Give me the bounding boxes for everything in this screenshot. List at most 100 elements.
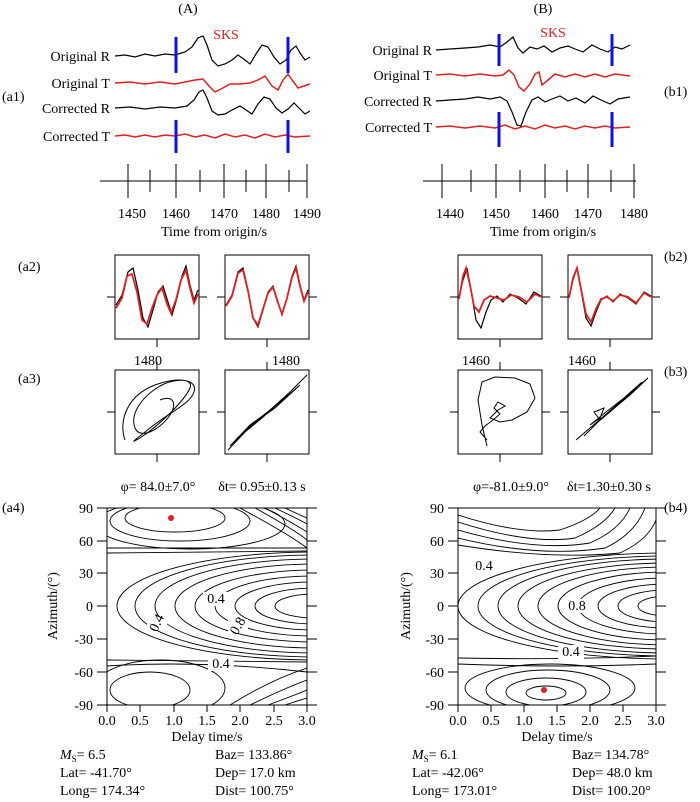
y-tick-label: -30 (425, 633, 444, 648)
lat-value: Lat= -42.06° (412, 766, 484, 781)
trace-label-original-t: Original T (52, 77, 111, 92)
particle-motion-original (122, 379, 195, 442)
x-axis-title: Delay time/s (171, 730, 242, 745)
trace-label-original-r: Original R (51, 50, 111, 65)
baz-value: Baz= 134.78° (572, 748, 649, 763)
ms-subscript: S (72, 754, 77, 764)
best-fit-point (168, 515, 174, 521)
y-tick-label: 30 (430, 567, 444, 582)
ms-symbol: M (59, 748, 73, 763)
svg-text:MS= 6.5: MS= 6.5 (59, 748, 106, 764)
y-axis-title: Azimuth/(°) (46, 572, 61, 640)
y-tick-label: -60 (425, 666, 444, 681)
time-tick-label: 1490 (293, 207, 321, 222)
fit-trace-red-a (115, 267, 199, 326)
contour-label: 0.8 (568, 599, 586, 614)
time-axis-title: Time from origin/s (490, 225, 596, 240)
contour-label-bg (147, 616, 167, 630)
trace-corrected-r-b (435, 95, 631, 127)
time-tick-label: 1440 (436, 207, 464, 222)
x-tick-label: 1.5 (198, 714, 216, 729)
x-tick-label: 1.0 (165, 714, 183, 729)
y-tick-label: 0 (86, 600, 93, 615)
dist-value: Dist= 100.20° (572, 784, 651, 799)
y-axis-title: Azimuth/(°) (399, 572, 414, 640)
trace-label-original-t: Original T (374, 69, 433, 84)
y-tick-label: -90 (425, 699, 444, 714)
waveform-fit-box-before-b (457, 254, 543, 340)
panel-b2-label: (b2) (664, 250, 688, 265)
panel-b1-label: (b1) (664, 85, 688, 100)
dep-value: Dep= 48.0 km (572, 766, 653, 781)
time-tick-label: 1450 (482, 207, 510, 222)
panel-b-heading: (B) (534, 2, 553, 17)
trace-label-corrected-t: Corrected T (365, 121, 432, 136)
svg-text:MS= 6.1: MS= 6.1 (411, 748, 458, 764)
time-tick-label: 1450 (118, 207, 146, 222)
panel-b3-label: (b3) (664, 365, 688, 380)
x-tick-label: 3.0 (647, 714, 665, 729)
pm-tick-label: 1460 (462, 354, 490, 369)
x-tick-label: 1.5 (548, 714, 566, 729)
ms-value: = 6.5 (77, 748, 106, 763)
contour-label: 0.4 (207, 592, 225, 607)
time-tick-label: 1460 (162, 207, 190, 222)
best-fit-point-b (541, 687, 547, 693)
x-tick-label: 0.0 (98, 714, 116, 729)
contour-grid-frame-b (457, 507, 657, 706)
x-tick-label: 2.0 (231, 714, 249, 729)
time-tick-label: 1470 (210, 207, 238, 222)
y-tick-label: 30 (79, 567, 93, 582)
pm-tick-label: 1480 (134, 354, 162, 369)
contour-label-bg (558, 645, 584, 659)
dist-value: Dist= 100.75° (215, 784, 294, 799)
particle-motion-corrected (227, 374, 308, 451)
time-tick-label: 1480 (620, 207, 648, 222)
fit-box-ticks (107, 296, 317, 347)
delay-value: δt= 0.95±0.13 s (218, 480, 306, 495)
baz-value: Baz= 133.86° (215, 748, 292, 763)
event-info-a: MS= 6.5 Baz= 133.86° Lat= -41.70° Dep= 1… (59, 748, 296, 799)
ms-subscript: S (424, 754, 429, 764)
panel-a1-label: (a1) (2, 90, 25, 105)
trace-label-corrected-r: Corrected R (42, 102, 111, 117)
y-tick-label: -60 (74, 666, 93, 681)
particle-motion-original-b (477, 376, 536, 447)
lat-value: Lat= -41.70° (60, 766, 132, 781)
contour-label: 0.4 (212, 657, 230, 672)
pm-box-ticks (107, 362, 317, 462)
long-value: Long= 173.01° (412, 784, 497, 799)
trace-label-original-r: Original R (373, 44, 433, 59)
contour-label-bg (203, 592, 229, 606)
waveform-fit-box-after-b (567, 254, 653, 340)
contour-label: 0.4 (562, 645, 580, 660)
trace-original-t (114, 72, 311, 93)
x-tick-label: 3.0 (298, 714, 316, 729)
x-tick-label: 0.5 (131, 714, 149, 729)
contour-label-bg (471, 559, 497, 573)
event-info-b: MS= 6.1 Baz= 134.78° Lat= -42.06° Dep= 4… (411, 748, 653, 799)
x-axis-title: Delay time/s (521, 730, 592, 745)
contour-label-bg (208, 657, 234, 671)
particle-motion-corrected-b (575, 377, 649, 441)
particle-motion-box-before-b (457, 369, 543, 455)
y-tick-label: 0 (437, 600, 444, 615)
time-tick-label: 1480 (252, 207, 280, 222)
trace-corrected-r (114, 89, 311, 116)
x-tick-label: 1.0 (515, 714, 533, 729)
pm-tick-label: 1480 (272, 354, 300, 369)
fit-box-ticks-b (450, 296, 660, 347)
panel-b: (B) SKS (b1) Original R Original T Corre… (364, 2, 688, 799)
time-tick-label: 1460 (531, 207, 559, 222)
x-tick-label: 2.0 (581, 714, 599, 729)
y-tick-label: 60 (79, 535, 93, 550)
contour-label: 0.4 (475, 559, 493, 574)
trace-corrected-t-b (435, 124, 631, 130)
panel-a: (A) SKS (a1) Original R Original T Corre… (2, 2, 321, 799)
time-axis-a (100, 164, 308, 198)
contour-lines-a (107, 508, 307, 705)
x-tick-label: 2.5 (614, 714, 632, 729)
panel-a3-label: (a3) (18, 372, 41, 387)
trace-corrected-t (114, 133, 311, 139)
contour-label-bg (564, 599, 590, 613)
